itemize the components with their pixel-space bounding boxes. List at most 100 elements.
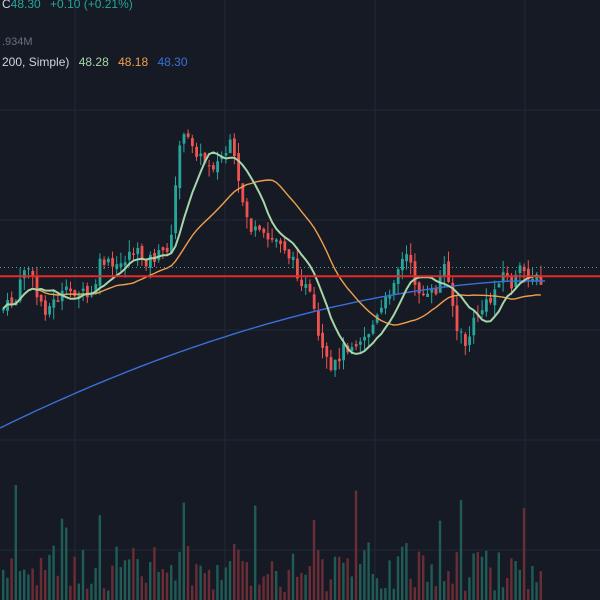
volume-bar	[291, 553, 295, 600]
volume-bar	[451, 583, 454, 600]
volume-bar	[44, 570, 47, 600]
volume-bar	[119, 567, 122, 600]
candle-body	[90, 295, 93, 297]
moving-averages	[0, 151, 545, 429]
volume-bar	[539, 571, 542, 600]
candle-body	[107, 258, 110, 263]
volume-bar	[258, 584, 261, 600]
candle-body	[149, 254, 152, 268]
volume-bar	[228, 561, 232, 600]
volume-bar	[480, 556, 484, 600]
volume-bar	[86, 588, 89, 600]
candle-body	[359, 341, 362, 345]
candle-body	[291, 256, 295, 261]
volume-bar	[388, 560, 391, 600]
volume-bar	[434, 586, 437, 600]
volume-bar	[283, 591, 286, 600]
candle-body	[338, 358, 341, 362]
candle-body	[48, 306, 51, 315]
volume-bar	[136, 559, 139, 600]
volume-bar	[153, 547, 156, 600]
candle-body	[245, 201, 249, 218]
candle-body	[23, 270, 26, 279]
volume-bar	[207, 569, 211, 600]
volume-bar	[359, 564, 362, 600]
volume-bar	[191, 585, 194, 600]
volume-bar	[149, 562, 152, 600]
volume-bar	[262, 576, 265, 600]
candle-body	[308, 283, 312, 292]
volume-bar	[56, 575, 59, 600]
candle-body	[52, 299, 56, 308]
volume-bar	[94, 568, 97, 600]
candle-body	[216, 161, 219, 173]
volume-bar	[107, 590, 110, 600]
volume-bar	[18, 571, 22, 600]
volume-bar	[123, 560, 127, 600]
candle-body	[81, 288, 85, 292]
volume-bar	[249, 585, 253, 600]
volume-bar	[77, 583, 80, 600]
candle-body	[228, 139, 232, 154]
candle-body	[178, 145, 182, 189]
price-candles	[2, 129, 543, 377]
candle-body	[144, 259, 148, 267]
volume-bar	[514, 561, 517, 600]
candle-body	[472, 317, 476, 336]
ma-fast-line	[2, 151, 542, 355]
candle-body	[367, 334, 371, 338]
candle-body	[191, 138, 194, 147]
volume-bar	[233, 543, 236, 600]
volume-bar	[161, 569, 164, 600]
candle-body	[18, 279, 22, 301]
volume-bar	[144, 582, 148, 600]
ma-label: 200, Simple)	[2, 55, 70, 69]
volume-bar	[35, 585, 38, 600]
volume-bar	[14, 485, 17, 600]
volume-bar	[354, 490, 358, 600]
candle-body	[132, 253, 135, 255]
volume-bar	[73, 556, 76, 600]
volume-bar	[401, 546, 404, 600]
volume-bar	[23, 569, 26, 600]
candle-body	[468, 336, 471, 346]
volume-bar	[304, 574, 307, 600]
candle-body	[241, 183, 245, 203]
candle-body	[413, 261, 417, 285]
candle-body	[312, 294, 316, 309]
candle-body	[321, 332, 324, 348]
volume-bar	[417, 551, 421, 600]
volume-bar	[489, 567, 492, 600]
candle-body	[39, 294, 43, 302]
volume-bar	[275, 571, 278, 600]
candle-body	[56, 300, 60, 302]
volume-bar	[380, 588, 383, 600]
candle-body	[392, 282, 396, 295]
candle-body	[77, 293, 81, 299]
volume-bar	[69, 585, 72, 600]
volume-bar	[165, 572, 169, 600]
volume-bar	[111, 565, 114, 600]
candle-body	[203, 152, 207, 163]
volume-bar	[531, 565, 534, 600]
candle-body	[233, 138, 236, 157]
candle-body	[451, 282, 455, 306]
candle-body	[430, 289, 434, 293]
volume-bar	[447, 571, 450, 600]
candle-body	[2, 308, 5, 311]
candle-body	[535, 274, 539, 281]
volume-bar	[308, 566, 311, 600]
volume-bar	[212, 589, 215, 600]
volume-bar	[10, 558, 13, 600]
volume-bar	[270, 561, 274, 600]
volume-bar	[329, 579, 332, 600]
volume-bar	[325, 591, 328, 600]
candle-body	[195, 146, 198, 157]
volume-bar	[535, 582, 538, 600]
candle-body	[333, 359, 337, 371]
volume-bar	[195, 564, 198, 600]
close-value: C48.30	[2, 0, 41, 11]
volume-bar	[422, 555, 425, 600]
